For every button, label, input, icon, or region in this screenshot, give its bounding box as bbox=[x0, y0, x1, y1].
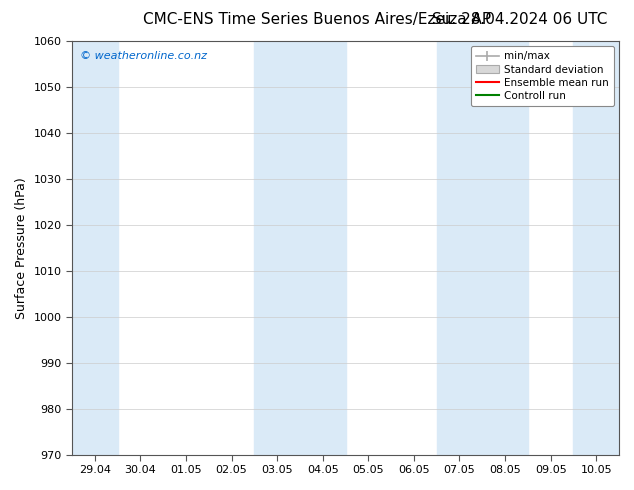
Text: © weatheronline.co.nz: © weatheronline.co.nz bbox=[81, 51, 207, 61]
Text: CMC-ENS Time Series Buenos Aires/Ezeiza AP: CMC-ENS Time Series Buenos Aires/Ezeiza … bbox=[143, 12, 491, 27]
Bar bbox=[72, 41, 118, 455]
Legend: min/max, Standard deviation, Ensemble mean run, Controll run: min/max, Standard deviation, Ensemble me… bbox=[470, 46, 614, 106]
Bar bbox=[254, 41, 346, 455]
Bar bbox=[573, 41, 619, 455]
Bar bbox=[437, 41, 528, 455]
Text: Su. 28.04.2024 06 UTC: Su. 28.04.2024 06 UTC bbox=[432, 12, 607, 27]
Y-axis label: Surface Pressure (hPa): Surface Pressure (hPa) bbox=[15, 177, 28, 318]
